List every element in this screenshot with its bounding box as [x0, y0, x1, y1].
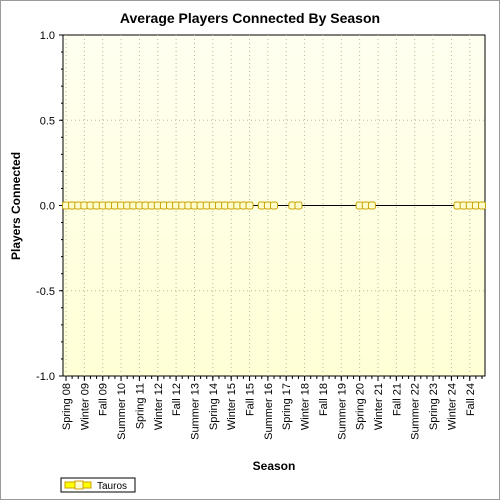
- x-tick-label: Fall 21: [391, 383, 403, 416]
- x-tick-label: Winter 15: [226, 383, 238, 430]
- x-tick-label: Summer 22: [410, 383, 422, 440]
- x-axis: Spring 08 Winter 09 Fall 09 Summer 10 Spring…: [61, 376, 483, 440]
- x-tick-label: Spring 17: [281, 383, 293, 430]
- data-point: [270, 201, 278, 210]
- x-tick-label: Fall 15: [245, 383, 257, 416]
- x-tick-label: Fall 18: [318, 383, 330, 416]
- y-axis-title: Players Connected: [9, 152, 23, 260]
- data-point: [294, 201, 303, 210]
- x-tick-label: Fall 12: [171, 383, 183, 416]
- y-tick-label: -0.5: [36, 286, 55, 298]
- y-tick-label: -1.0: [36, 371, 55, 383]
- x-tick-label: Spring 23: [428, 383, 440, 430]
- x-tick-label: Spring 14: [208, 383, 220, 430]
- x-tick-label: Winter 09: [79, 383, 91, 430]
- data-point: [245, 201, 254, 210]
- legend-label-tauros: Tauros: [97, 481, 127, 492]
- x-tick-label: Fall 24: [465, 383, 477, 416]
- x-tick-label: Summer 13: [189, 383, 201, 440]
- x-tick-label: Winter 12: [153, 383, 165, 430]
- x-tick-label: Fall 09: [98, 383, 110, 416]
- x-axis-title: Season: [253, 459, 296, 473]
- x-tick-label: Spring 20: [355, 383, 367, 430]
- x-tick-label: Winter 21: [373, 383, 385, 430]
- chart-title: Average Players Connected By Season: [120, 10, 380, 26]
- data-point: [367, 201, 376, 210]
- x-tick-label: Winter 24: [446, 383, 458, 430]
- x-tick-label: Summer 16: [263, 383, 275, 440]
- x-tick-label: Summer 10: [116, 383, 128, 440]
- y-tick-label: 0.0: [40, 201, 55, 213]
- x-tick-label: Winter 18: [300, 383, 312, 430]
- series-markers: [62, 201, 486, 210]
- data-point: [478, 201, 486, 210]
- x-tick-label: Summer 19: [336, 383, 348, 440]
- x-tick-label: Spring 08: [61, 383, 73, 430]
- legend: Tauros: [60, 477, 136, 493]
- x-tick-label: Spring 11: [134, 383, 146, 429]
- y-axis: 1.0 0.5 0.0 -0.5 -1.0: [36, 30, 63, 383]
- y-tick-label: 1.0: [40, 30, 55, 42]
- grid-lines: [63, 35, 485, 376]
- y-tick-label: 0.5: [40, 115, 55, 127]
- legend-marker: [74, 480, 84, 490]
